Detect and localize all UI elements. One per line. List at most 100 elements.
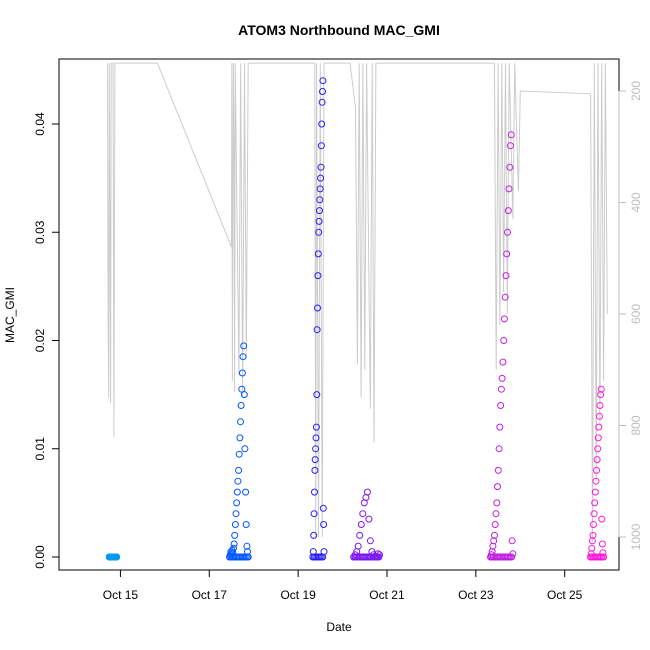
x-tick-label: Oct 21 (369, 588, 405, 602)
data-point (494, 466, 502, 474)
data-point (312, 434, 320, 442)
data-point (312, 445, 320, 453)
data-point (363, 488, 371, 496)
y-axis: 0.00 0.01 0.02 0.03 0.04 (33, 112, 60, 569)
data-point (315, 217, 323, 225)
data-point (591, 488, 599, 496)
x-tick-label: Oct 19 (280, 588, 316, 602)
data-point (498, 374, 506, 382)
data-point (496, 423, 504, 431)
data-point (240, 342, 248, 350)
data-point (491, 531, 498, 539)
y-tick-label: 0.04 (33, 112, 47, 136)
data-point (500, 337, 508, 344)
data-point (233, 499, 241, 507)
data-point (365, 515, 373, 523)
data-point (231, 521, 239, 528)
data-point (596, 402, 604, 409)
data-point (589, 531, 597, 539)
data-point (317, 174, 325, 182)
data-point (590, 521, 597, 528)
data-point (502, 272, 510, 280)
data-point (316, 207, 323, 215)
data-point (230, 544, 237, 552)
data-point (319, 77, 327, 85)
data-point (311, 456, 319, 464)
chart-title: ATOM3 Northbound MAC_GMI (238, 22, 440, 38)
x-tick-label: Oct 17 (192, 588, 228, 602)
depth-trace-layer (107, 62, 608, 543)
data-point (318, 98, 326, 106)
plot-frame (58, 58, 620, 571)
data-point (310, 531, 318, 539)
data-point (495, 445, 503, 453)
data-point (235, 466, 243, 474)
y-axis-label: MAC_GMI (3, 287, 17, 343)
x-tick-label: Oct 25 (547, 588, 583, 602)
data-point (314, 272, 322, 280)
x-axis: Oct 15 Oct 17 Oct 19 Oct 21 Oct 23 Oct 25 (103, 569, 583, 602)
data-point (315, 228, 323, 236)
data-point (319, 553, 327, 561)
data-point (317, 142, 325, 150)
data-point (243, 542, 251, 550)
y2-tick-label: 1000 (629, 523, 643, 550)
secondary-y-axis: 200 400 600 800 1000 (618, 81, 643, 550)
data-point (594, 434, 602, 442)
data-point (239, 353, 247, 361)
y-tick-label: 0.02 (33, 328, 47, 352)
x-axis-label: Date (326, 620, 352, 634)
data-point (238, 369, 246, 377)
data-point (508, 553, 516, 561)
data-point (591, 499, 599, 507)
data-point (592, 477, 600, 485)
y2-tick-label: 600 (629, 304, 643, 324)
data-point (237, 418, 244, 426)
data-point (357, 521, 365, 528)
data-point (310, 510, 318, 518)
data-point (316, 185, 324, 193)
data-point (497, 385, 505, 393)
data-point (311, 488, 318, 496)
data-point (492, 510, 500, 518)
data-point (319, 88, 326, 95)
data-point (508, 537, 516, 545)
data-point (489, 542, 497, 550)
data-point (312, 423, 320, 431)
data-point (595, 423, 603, 431)
y-tick-label: 0.03 (33, 220, 47, 244)
data-point (230, 540, 238, 548)
data-point (237, 402, 245, 409)
data-point (588, 544, 596, 552)
data-point (240, 391, 248, 399)
data-point (244, 553, 252, 561)
data-point (491, 521, 499, 528)
depth-trace-line (107, 62, 608, 543)
y2-tick-label: 400 (629, 192, 643, 212)
data-point (231, 531, 239, 539)
data-point (499, 358, 507, 366)
data-point (500, 315, 508, 323)
data-point (242, 488, 250, 496)
data-point (112, 553, 120, 561)
data-point (507, 131, 515, 139)
data-point (598, 540, 606, 548)
data-point (241, 445, 249, 453)
data-point (316, 196, 324, 204)
y-tick-label: 0.00 (33, 545, 47, 569)
data-point (375, 553, 383, 561)
data-point (505, 185, 513, 193)
data-point (599, 553, 607, 561)
y-tick-label: 0.01 (33, 437, 47, 461)
data-point (234, 477, 242, 485)
data-point (593, 456, 601, 464)
data-point (490, 537, 498, 545)
points-layer (105, 77, 608, 561)
data-point (314, 250, 322, 258)
data-point (504, 228, 511, 236)
data-point (314, 304, 321, 312)
data-point (590, 510, 598, 518)
x-tick-label: Oct 15 (103, 588, 139, 602)
data-point (318, 120, 326, 128)
data-point (494, 483, 501, 491)
